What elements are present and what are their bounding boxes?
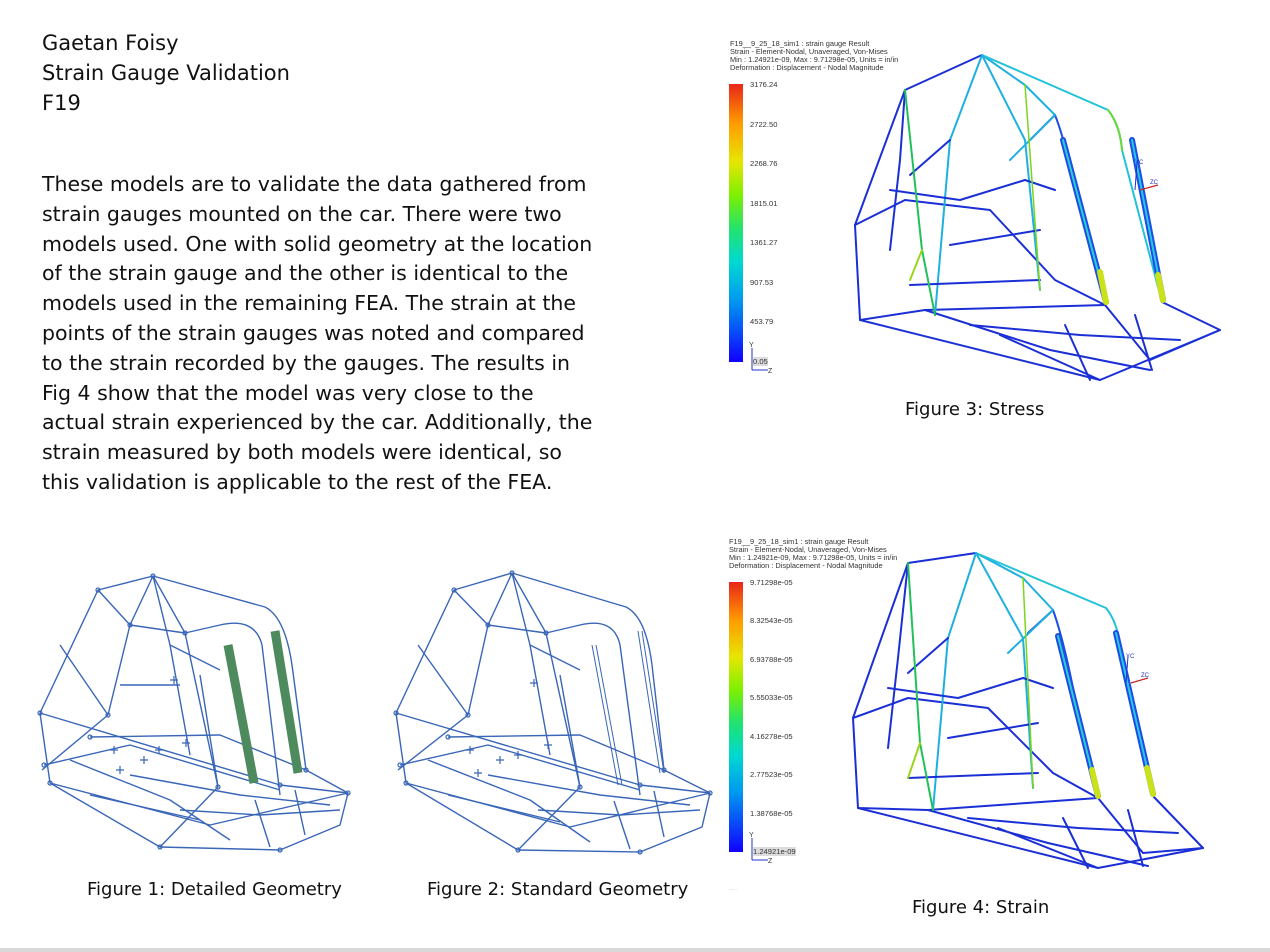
- model-axis-yc-label: YC: [1135, 160, 1144, 166]
- model-axis-zc-label: ZC: [1141, 673, 1150, 679]
- figure-4-header-line: Deformation : Displacement - Nodal Magni…: [729, 561, 883, 570]
- figure-4-color-legend-bar: [729, 582, 743, 852]
- figure-3-caption: Figure 3: Stress: [905, 399, 1045, 420]
- tiny-footnote-mark: ……: [729, 886, 737, 891]
- legend-value: 0.05: [753, 357, 768, 366]
- figure-3-legend-axis-triad: Y Z: [749, 342, 773, 375]
- figure-3-stress-contour-model: YC ZC: [854, 54, 1221, 381]
- document-code: F19: [42, 91, 81, 115]
- legend-value: 2.77523e-05: [750, 770, 793, 779]
- legend-value: 907.53: [750, 278, 774, 287]
- figure-4-header-line: Min : 1.24921e-09, Max : 9.71298e-05, Un…: [729, 553, 898, 562]
- legend-value: 2722.50: [750, 120, 778, 129]
- legend-value: 1361.27: [750, 238, 778, 247]
- legend-value: 5.55033e-05: [750, 693, 793, 702]
- model-axis-yc-label: YC: [1126, 654, 1135, 660]
- author-block: Gaetan Foisy Strain Gauge Validation F19: [42, 28, 290, 118]
- legend-value: 3176.24: [750, 80, 778, 89]
- legend-value: 1.24921e-09: [753, 847, 796, 856]
- document-title: Strain Gauge Validation: [42, 61, 290, 85]
- axis-z-label: Z: [768, 858, 773, 865]
- legend-value: 1815.01: [750, 199, 778, 208]
- legend-value: 453.79: [750, 317, 774, 326]
- legend-value: 1.38768e-05: [750, 809, 793, 818]
- figure-1-detailed-geometry-model: [37, 573, 351, 853]
- figure-3-header-line: Min : 1.24921e-09, Max : 9.71298e-05, Un…: [730, 55, 899, 64]
- figure-3-header-line: Strain - Element-Nodal, Unaveraged, Von-…: [730, 47, 888, 56]
- figure-4-header-line: Strain - Element-Nodal, Unaveraged, Von-…: [729, 545, 887, 554]
- legend-value: 2268.76: [750, 159, 778, 168]
- figure-4-header-line: F19__9_25_18_sim1 : strain gauge Result: [729, 537, 869, 546]
- figure-3-color-legend-bar: [729, 84, 743, 362]
- legend-value: 4.16278e-05: [750, 732, 793, 741]
- slide-bottom-border: [0, 948, 1270, 952]
- figure-3-header-line: F19__9_25_18_sim1 : strain gauge Result: [730, 39, 870, 48]
- figure-4-legend-axis-triad: Y Z: [749, 832, 773, 865]
- axis-y-label: Y: [749, 832, 754, 839]
- legend-value: 6.93788e-05: [750, 655, 793, 664]
- author-name: Gaetan Foisy: [42, 31, 179, 55]
- axis-z-label: Z: [768, 368, 773, 375]
- figure-4-strain-contour-model: YC ZC: [852, 552, 1204, 869]
- legend-value: 8.32543e-05: [750, 616, 793, 625]
- figure-1-caption: Figure 1: Detailed Geometry: [87, 879, 342, 900]
- figure-4-caption: Figure 4: Strain: [912, 897, 1050, 918]
- figure-3-header-line: Deformation : Displacement - Nodal Magni…: [730, 63, 884, 72]
- legend-value: 9.71298e-05: [750, 578, 793, 587]
- axis-y-label: Y: [749, 342, 754, 349]
- figure-2-caption: Figure 2: Standard Geometry: [427, 879, 689, 900]
- validation-description: These models are to validate the data ga…: [42, 172, 593, 494]
- model-axis-zc-label: ZC: [1150, 180, 1159, 186]
- figure-2-standard-geometry-model: [393, 570, 713, 855]
